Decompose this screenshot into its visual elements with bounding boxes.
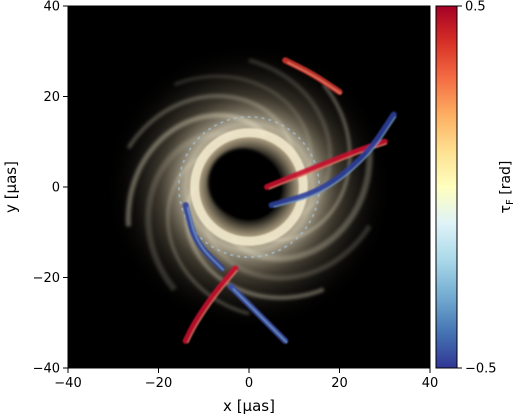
x-tick-label: 40 [422,376,439,391]
x-axis-label: x [μas] [223,397,275,415]
y-axis: −40 −20 0 20 40 [33,0,68,377]
polarization-strand-edge [268,143,388,190]
polarization-strands [182,57,397,344]
spiral-arm [229,147,373,262]
spiral-arm [125,112,268,227]
polarization-strand-edge [232,288,288,344]
x-tick-label: −20 [145,376,172,391]
polarization-strand-positive [182,265,239,344]
y-tick-label: −40 [33,362,60,377]
y-tick-label: 20 [43,90,60,105]
colorbar-tick-label: −0.5 [465,362,497,377]
polarization-strand-edge [186,206,225,271]
colorbar-tick-label: 0.5 [465,0,486,15]
colorbar: −0.5 0.5 τF [rad] [435,0,516,377]
spiral-arm [145,131,233,292]
plot-area [67,5,431,369]
black-hole-shadow [208,148,277,217]
x-tick-label: 20 [331,376,348,391]
colorbar-gradient [435,5,458,369]
y-tick-label: 40 [43,0,60,15]
polarization-strand-negative [268,111,397,209]
spiral-arm [265,83,352,242]
polarization-strand-edge [187,269,238,344]
x-tick-label: 0 [245,376,253,391]
x-tick-label: −40 [54,376,81,391]
y-tick-label: 0 [52,181,60,196]
photon-ring [190,128,308,246]
polarization-strand-edge [286,61,342,95]
polarization-strand-positive [264,138,388,190]
y-tick-label: −20 [33,271,60,286]
spiral-arm [173,74,313,188]
y-axis-label: y [μas] [2,161,20,213]
polarization-strand-edge [273,116,397,208]
spiral-arm [202,218,372,281]
emission-spiral-arms [125,58,373,316]
spiral-arm [166,153,250,316]
colorbar-label: τF [rad] [498,161,516,214]
spiral-arm [248,58,333,221]
spiral-arm [126,94,295,156]
x-axis: −40 −20 0 20 40 [54,368,438,391]
